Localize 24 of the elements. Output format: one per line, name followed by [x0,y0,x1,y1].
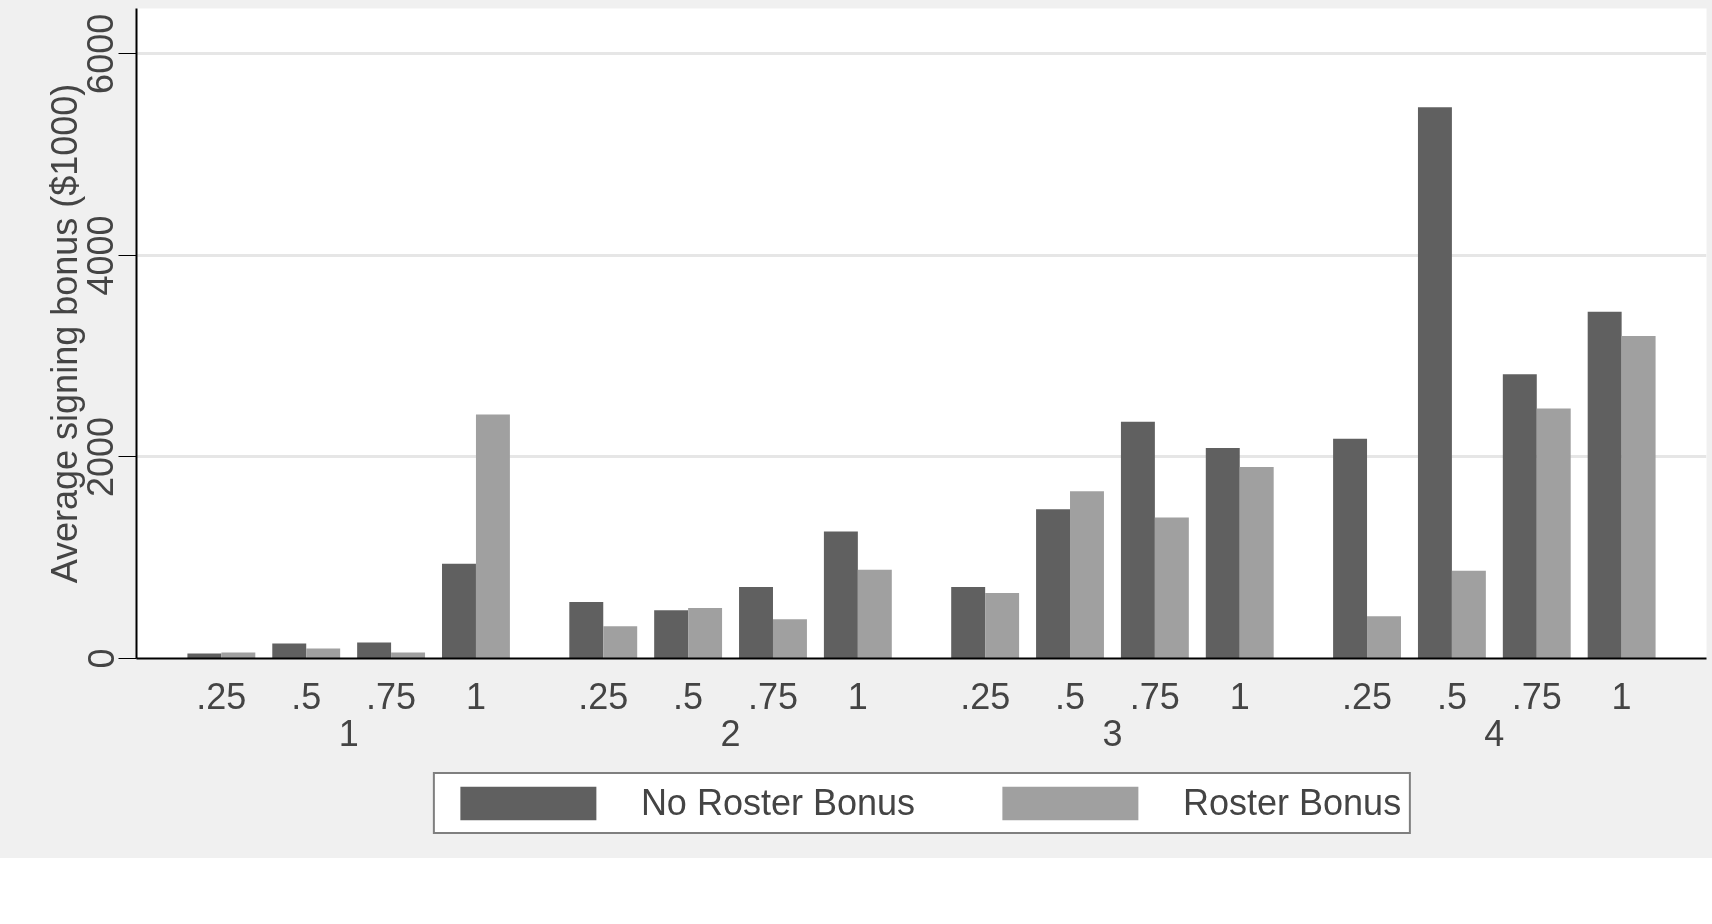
x-tick-label: .25 [1342,675,1393,717]
x-tick-label: .25 [196,675,247,717]
y-tick-label: 4000 [80,215,122,296]
x-tick-label: 1 [847,675,868,717]
y-tick-label: 0 [80,648,122,669]
x-tick-label: 1 [465,675,486,717]
x-tick-label: .25 [578,675,629,717]
x-tick-label: .75 [1129,675,1180,717]
x-tick-label: .75 [1511,675,1562,717]
text: 4 [1484,712,1505,754]
x-tick-label: .25 [960,675,1011,717]
legend-label: Roster Bonus [1183,782,1402,824]
x-tick-label: 1 [1611,675,1632,717]
legend-label: No Roster Bonus [640,782,916,824]
x-tick-label: .75 [366,675,417,717]
x-tick-label: .5 [1436,675,1467,717]
x-tick-label: .5 [1055,675,1086,717]
text: 1 [338,712,359,754]
text: 3 [1102,712,1123,754]
x-tick-label: 1 [1229,675,1250,717]
x-tick-label: .75 [747,675,799,717]
x-tick-label: .5 [673,675,704,717]
x-tick-label: .5 [291,675,322,717]
text: 2 [720,712,741,754]
